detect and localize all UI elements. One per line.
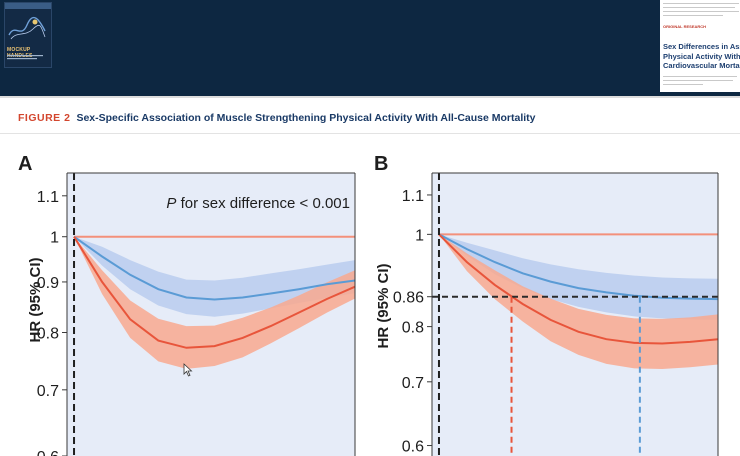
panel-letter: B [374,153,388,175]
series-line-men [73,235,356,301]
series-line-women [73,236,356,349]
article-thumbnail: ORIGINAL RESEARCH Sex Differences in Ass… [660,0,740,92]
figure-title: Sex-Specific Association of Muscle Stren… [76,112,536,124]
article-text-line [663,3,739,4]
y-axis-label: HR (95% CI) [375,263,392,348]
p-value-annotation: P for sex difference < 0.001 [166,195,350,212]
series-line-women [438,233,719,345]
presentation-top-bar: MOCKUP HANDLES ORIGINAL RESEARCH Sex Dif… [0,0,740,96]
panel-letter: A [18,153,32,175]
cover-masthead [5,3,51,9]
article-title-line: Cardiovascular Mortal [663,61,740,71]
y-tick-label: 0.7 [37,383,59,400]
journal-cover-thumbnail: MOCKUP HANDLES [4,2,52,68]
y-tick-label: 0.8 [37,326,59,343]
y-tick-label: 0.6 [37,449,59,456]
article-text-line [663,7,735,8]
article-author-line [663,84,703,85]
y-tick-label: 0.7 [402,375,424,392]
y-tick-label: 0.9 [37,275,59,292]
figure-header-rule [0,133,740,134]
y-tick-label: 1.1 [37,189,59,206]
article-kicker: ORIGINAL RESEARCH [663,24,707,29]
series-line-men [438,233,719,301]
y-axis-label: HR (95% CI) [27,257,44,342]
cover-subtitle-lines [7,55,43,60]
confidence-band-women [439,234,718,369]
article-title: Sex Differences in Ass Physical Activity… [663,42,740,71]
figure-label: FIGURE 2 [18,112,71,124]
confidence-band-men [439,234,718,320]
p-value-text: for sex difference < 0.001 [176,195,350,212]
y-tick-label: 1 [50,230,59,247]
header-divider [0,96,740,98]
article-author-line [663,76,737,77]
article-title-line: Sex Differences in Ass [663,42,740,51]
p-value-italic: P [166,195,176,212]
article-author-line [663,80,733,81]
confidence-band-women [74,236,355,369]
y-tick-label: 1 [415,227,424,244]
cover-artwork [8,16,46,40]
y-tick-label: 1.1 [402,188,424,205]
y-tick-label: 0.8 [402,320,424,337]
article-title-line: Physical Activity With [663,51,740,61]
article-text-line [663,15,723,16]
article-text-line [663,11,739,12]
y-tick-label: 0.86 [393,290,424,307]
figure-header: FIGURE 2 Sex-Specific Association of Musc… [18,112,536,124]
confidence-band-men [74,236,355,317]
y-tick-label: 0.6 [402,439,424,456]
